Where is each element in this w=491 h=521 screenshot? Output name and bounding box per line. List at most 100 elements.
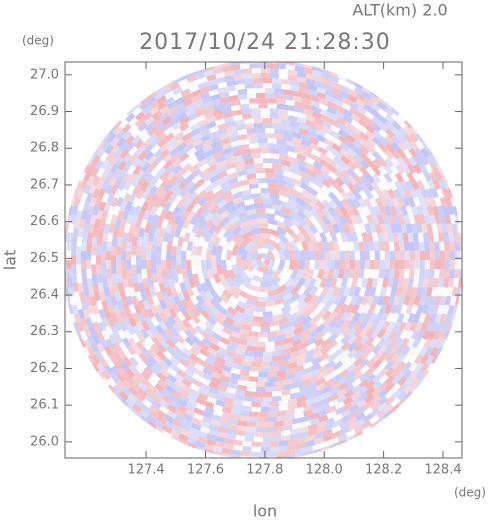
echo-cell — [140, 201, 150, 212]
echo-cell — [151, 116, 162, 127]
echo-cell — [151, 255, 157, 265]
echo-cell — [241, 279, 253, 290]
echo-cell — [410, 126, 419, 136]
echo-cell — [384, 396, 395, 406]
echo-cell — [186, 147, 197, 157]
echo-cell — [397, 214, 406, 225]
echo-cell — [294, 142, 305, 150]
echo-cell — [152, 214, 160, 225]
echo-cell — [251, 113, 261, 119]
echo-cell — [79, 330, 88, 341]
echo-cell — [274, 168, 285, 176]
echo-cell — [318, 152, 330, 162]
echo-cell — [434, 338, 443, 349]
echo-cell — [300, 139, 312, 148]
echo-cell — [132, 106, 143, 117]
echo-cell — [92, 148, 100, 158]
echo-cell — [98, 201, 107, 212]
echo-cell — [167, 231, 175, 243]
echo-cell — [219, 421, 230, 429]
echo-cell — [298, 431, 309, 439]
echo-cell — [164, 384, 175, 394]
echo-cell — [219, 336, 231, 346]
echo-cell — [99, 358, 109, 369]
echo-cell — [197, 387, 209, 396]
echo-cell — [131, 264, 137, 274]
echo-cell — [305, 434, 316, 442]
echo-cell — [134, 117, 146, 128]
echo-cell — [110, 196, 119, 208]
echo-cell — [263, 391, 273, 398]
echo-cell — [260, 107, 270, 114]
echo-cell — [147, 232, 155, 242]
echo-cell — [269, 325, 280, 332]
echo-cell — [307, 83, 318, 92]
echo-cell — [324, 277, 333, 289]
echo-cell — [265, 208, 276, 215]
echo-cell — [210, 376, 222, 385]
echo-cell — [402, 353, 412, 364]
echo-cell — [366, 358, 377, 369]
echo-cell — [92, 205, 100, 216]
echo-cell — [397, 126, 408, 137]
echo-cell — [171, 389, 182, 399]
echo-cell — [289, 125, 300, 133]
echo-cell — [176, 198, 186, 209]
echo-cell — [377, 395, 388, 406]
echo-cell — [243, 240, 255, 252]
echo-cell — [120, 250, 127, 260]
echo-cell — [208, 428, 219, 437]
echo-cell — [400, 304, 408, 315]
echo-cell — [116, 255, 122, 265]
echo-cell — [207, 158, 218, 168]
echo-cell — [436, 321, 445, 332]
echo-cell — [211, 264, 218, 275]
echo-cell — [178, 329, 189, 340]
echo-cell — [362, 303, 371, 315]
echo-cell — [367, 303, 377, 315]
echo-cell — [173, 194, 183, 205]
echo-cell — [301, 269, 309, 280]
echo-cell — [209, 174, 220, 184]
echo-cell — [265, 426, 275, 432]
echo-cell — [267, 416, 277, 422]
echo-cell — [180, 88, 191, 97]
echo-cell — [215, 155, 226, 164]
echo-cell — [146, 155, 157, 166]
echo-cell — [219, 216, 230, 227]
echo-cell — [309, 100, 320, 108]
echo-cell — [187, 112, 198, 122]
echo-cell — [307, 423, 318, 431]
echo-cell — [285, 99, 296, 107]
echo-cell — [222, 281, 233, 293]
echo-cell — [340, 190, 351, 201]
echo-cell — [136, 176, 146, 188]
echo-cell — [122, 277, 129, 288]
echo-cell — [169, 429, 181, 438]
echo-cell — [373, 205, 382, 216]
echo-cell — [258, 143, 268, 149]
echo-cell — [242, 365, 252, 372]
echo-cell — [81, 269, 87, 279]
echo-cell — [381, 320, 391, 331]
echo-cell — [400, 223, 408, 234]
echo-cell — [150, 144, 161, 155]
echo-cell — [196, 358, 208, 368]
echo-cell — [149, 404, 160, 414]
echo-cell — [86, 175, 96, 186]
echo-cell — [278, 108, 289, 116]
echo-cell — [415, 133, 424, 143]
echo-cell — [80, 317, 88, 328]
echo-cell — [141, 320, 151, 332]
echo-cell — [439, 260, 446, 270]
echo-cell — [117, 349, 127, 360]
echo-cell — [267, 138, 277, 144]
echo-cell — [434, 241, 440, 251]
echo-cell — [414, 321, 423, 332]
echo-cell — [459, 269, 462, 279]
echo-cell — [174, 373, 185, 383]
echo-cell — [160, 250, 167, 260]
echo-cell — [325, 144, 336, 154]
echo-cell — [388, 328, 398, 340]
echo-cell — [334, 183, 345, 194]
